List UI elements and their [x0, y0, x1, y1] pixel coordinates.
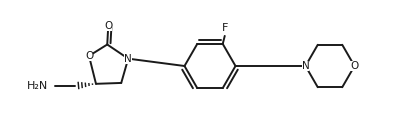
Text: N: N [124, 54, 132, 64]
Text: H₂N: H₂N [27, 81, 48, 91]
Text: O: O [85, 51, 93, 61]
Text: N: N [302, 61, 309, 71]
Text: F: F [222, 23, 228, 33]
Text: O: O [104, 21, 112, 31]
Text: O: O [350, 61, 359, 71]
